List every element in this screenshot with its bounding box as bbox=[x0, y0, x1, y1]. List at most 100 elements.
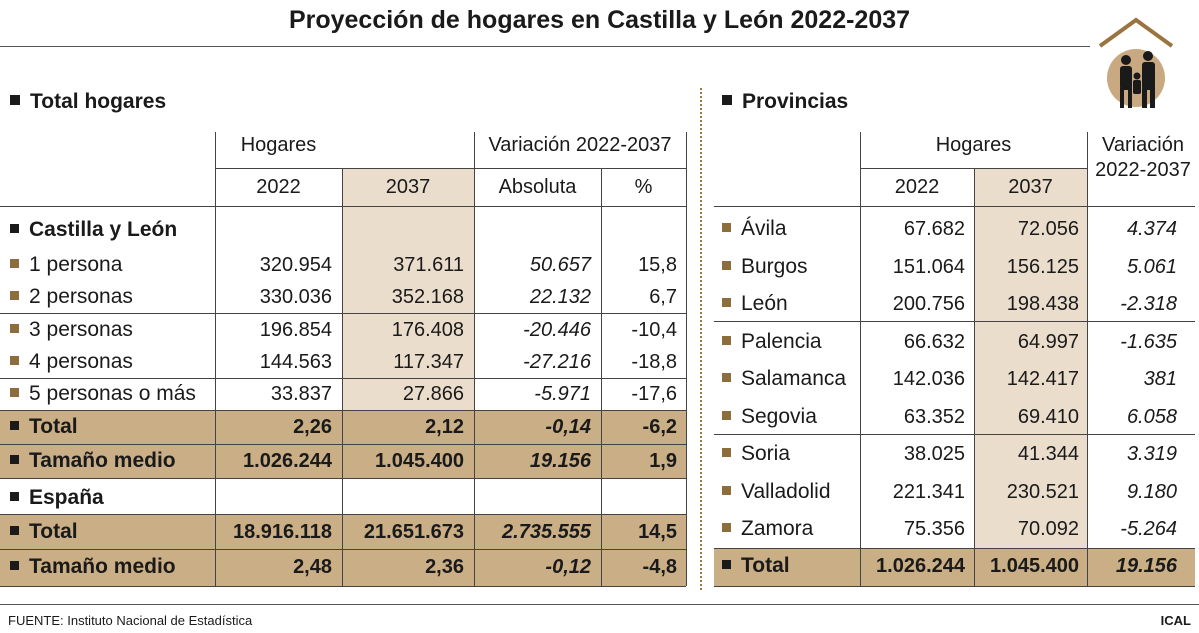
hdr-2037: 2037 bbox=[1008, 176, 1053, 198]
cell-abs: 50.657 bbox=[529, 254, 591, 276]
row-bullet bbox=[722, 410, 731, 420]
cell-2037: 176.408 bbox=[391, 319, 464, 341]
hdr-pct: % bbox=[634, 176, 653, 198]
cell-abs: 2.735.555 bbox=[502, 521, 591, 543]
row-bullet bbox=[10, 560, 19, 570]
row-label-text: Ávila bbox=[741, 217, 787, 240]
cell-pct: -6,2 bbox=[642, 416, 677, 438]
row-label-text: Soria bbox=[741, 442, 791, 465]
row-bullet bbox=[10, 355, 19, 365]
row-label: Salamanca bbox=[722, 367, 846, 391]
row-bullet bbox=[722, 522, 731, 532]
row-bullet bbox=[10, 323, 19, 333]
row-bullet bbox=[722, 260, 731, 270]
row-bullet bbox=[722, 372, 731, 382]
grid-line bbox=[0, 378, 686, 379]
cell-var: 4.374 bbox=[1126, 218, 1177, 240]
cell-pct: -18,8 bbox=[631, 351, 677, 373]
cell-pct: -17,6 bbox=[631, 383, 677, 405]
row-label-text: 1 persona bbox=[29, 253, 123, 276]
cell-abs: 19.156 bbox=[529, 450, 591, 472]
cell-2037: 156.125 bbox=[1006, 256, 1079, 278]
cell-2037: 64.997 bbox=[1017, 331, 1079, 353]
row-label-text: Salamanca bbox=[741, 367, 847, 390]
row-label: 2 personas bbox=[10, 285, 133, 309]
grid-line bbox=[686, 132, 687, 586]
row-label: Valladolid bbox=[722, 480, 831, 504]
grid-line bbox=[0, 313, 686, 314]
cell-2037: 21.651.673 bbox=[363, 521, 464, 543]
row-label: León bbox=[722, 292, 788, 316]
cell-pct: -10,4 bbox=[631, 319, 677, 341]
grid-line bbox=[714, 586, 1195, 587]
cell-abs: -0,12 bbox=[545, 556, 591, 578]
col-2037-shade bbox=[342, 168, 474, 410]
grid-line bbox=[0, 514, 686, 515]
cell-2022: 196.854 bbox=[259, 319, 332, 341]
cell-2037: 72.056 bbox=[1017, 218, 1079, 240]
cell-var: 19.156 bbox=[1115, 555, 1177, 577]
row-bullet bbox=[722, 447, 731, 457]
cell-2022: 221.341 bbox=[892, 481, 965, 503]
row-label: 1 persona bbox=[10, 253, 122, 277]
row-label: Soria bbox=[722, 442, 790, 466]
row-label-text: Total bbox=[29, 415, 78, 438]
row-bullet bbox=[722, 485, 731, 495]
cell-var: 9.180 bbox=[1126, 481, 1177, 503]
section-divider bbox=[700, 88, 702, 590]
row-label-text: Tamaño medio bbox=[29, 555, 176, 578]
row-label: 5 personas o más bbox=[10, 382, 196, 406]
cell-2022: 320.954 bbox=[259, 254, 332, 276]
cell-2022: 144.563 bbox=[259, 351, 332, 373]
cell-2037: 1.045.400 bbox=[375, 450, 464, 472]
cell-abs: -27.216 bbox=[523, 351, 591, 373]
row-bullet bbox=[10, 290, 19, 300]
grid-line bbox=[0, 478, 686, 479]
row-bullet bbox=[722, 297, 731, 307]
cell-2022: 33.837 bbox=[270, 383, 332, 405]
grid-line bbox=[974, 168, 975, 586]
cell-pct: 6,7 bbox=[649, 286, 677, 308]
row-label: Total bbox=[10, 415, 78, 439]
cell-2022: 75.356 bbox=[903, 518, 965, 540]
grid-line bbox=[601, 168, 602, 586]
row-label-text: Total bbox=[29, 520, 78, 543]
row-label: 3 personas bbox=[10, 318, 133, 342]
section-provincias: Provincias bbox=[722, 90, 848, 114]
cell-2037: 69.410 bbox=[1017, 406, 1079, 428]
cell-var: 5.061 bbox=[1126, 256, 1177, 278]
cell-var: -1.635 bbox=[1120, 331, 1177, 353]
cell-2037: 371.611 bbox=[393, 254, 464, 276]
hdr-absoluta: Absoluta bbox=[498, 176, 577, 198]
footer-rule bbox=[0, 604, 1199, 605]
cell-2022: 67.682 bbox=[903, 218, 965, 240]
cell-2037: 1.045.400 bbox=[990, 555, 1079, 577]
col-2037-shade bbox=[974, 168, 1087, 548]
cell-2037: 352.168 bbox=[391, 286, 464, 308]
hdr-variacion: Variación 2022-2037 bbox=[488, 134, 672, 156]
cell-2022: 1.026.244 bbox=[876, 555, 965, 577]
section-label: Provincias bbox=[742, 90, 849, 113]
es-heading: España bbox=[10, 486, 104, 510]
cell-2022: 2,26 bbox=[293, 416, 332, 438]
row-label-text: Palencia bbox=[741, 330, 822, 353]
cell-var: 3.319 bbox=[1126, 443, 1177, 465]
grid-line bbox=[860, 168, 1087, 169]
cell-var: -5.264 bbox=[1120, 518, 1177, 540]
grid-line bbox=[215, 168, 686, 169]
cell-var: -2.318 bbox=[1120, 293, 1177, 315]
row-label: Segovia bbox=[722, 405, 817, 429]
grid-line bbox=[215, 132, 216, 586]
cell-2037: 142.417 bbox=[1006, 368, 1079, 390]
row-label: 4 personas bbox=[10, 350, 133, 374]
row-label-text: León bbox=[741, 292, 788, 315]
row-label-text: Burgos bbox=[741, 255, 808, 278]
row-bullet bbox=[10, 420, 19, 430]
title-rule bbox=[0, 46, 1090, 47]
heading-bullet bbox=[10, 491, 19, 501]
row-label-text: 3 personas bbox=[29, 318, 133, 341]
cell-2037: 230.521 bbox=[1006, 481, 1079, 503]
row-label-text: 4 personas bbox=[29, 350, 133, 373]
row-label: Tamaño medio bbox=[10, 449, 176, 473]
grid-line bbox=[0, 444, 686, 445]
